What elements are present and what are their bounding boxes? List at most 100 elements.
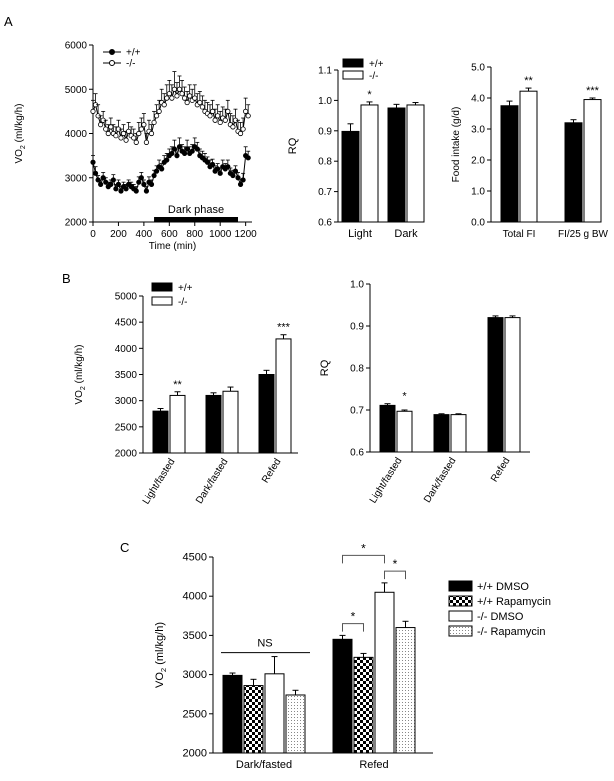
y-tick-label: 4000 <box>183 591 207 603</box>
y-tick-label: 0.7 <box>350 406 364 417</box>
data-point <box>123 137 129 143</box>
legend-ko-label: -/- <box>178 297 187 308</box>
x-tick-label: 600 <box>161 229 178 240</box>
bar <box>379 404 396 453</box>
bar <box>341 130 360 223</box>
bar <box>433 414 450 453</box>
y-tick-label: 5000 <box>115 292 138 303</box>
legend-label: +/+ DMSO <box>477 581 529 593</box>
data-point <box>240 126 246 132</box>
data-point <box>225 108 231 114</box>
x-tick-label: 200 <box>110 229 127 240</box>
data-point <box>90 159 96 165</box>
chart-vo2-timecourse: 2000 3000 4000 5000 6000 0 200 400 600 800 1000 120… <box>14 41 257 253</box>
data-point <box>118 135 124 141</box>
y-tick-label: 0.8 <box>350 364 364 375</box>
significance-label: *** <box>277 322 291 334</box>
legend-label: -/- <box>126 59 135 70</box>
legend-label: -/- Rapamycin <box>477 626 545 638</box>
data-point <box>174 153 180 159</box>
data-point <box>151 119 157 126</box>
legend-ko-swatch <box>151 296 173 306</box>
x-tick-label: FI/25 g BW <box>558 229 609 240</box>
data-point <box>245 113 251 119</box>
data-point <box>237 130 244 137</box>
x-tick-label: Light/fasted <box>141 457 178 507</box>
y-tick-label: 2000 <box>183 748 207 760</box>
bar <box>332 638 353 754</box>
x-tick-label: Refed <box>260 457 283 485</box>
chart-food-intake: 0.0 1.0 2.0 3.0 4.0 5.0 ** Total FI *** FI/25 g B… <box>451 63 609 241</box>
data-point <box>103 126 109 132</box>
chart-rq-light-dark: 0.6 0.7 0.8 0.9 1.0 1.1 * Light Dark RQ +/+-/- <box>287 58 425 240</box>
x-axis-label: Time (min) <box>149 241 196 252</box>
legend-swatch <box>448 580 473 592</box>
data-point <box>136 179 142 185</box>
data-point <box>108 124 114 130</box>
bar <box>387 107 406 223</box>
data-point <box>204 159 211 165</box>
data-point <box>184 146 190 152</box>
bar <box>504 317 521 453</box>
data-point <box>187 93 193 99</box>
y-tick-label: 3.0 <box>471 125 485 136</box>
x-tick-label: Total FI <box>503 229 536 240</box>
y-tick-label: 5000 <box>65 85 88 96</box>
bar <box>374 591 395 754</box>
y-tick-label: 2000 <box>65 218 88 229</box>
bar <box>222 390 239 454</box>
data-point <box>199 104 205 110</box>
data-point <box>123 186 129 192</box>
data-point <box>164 95 170 101</box>
bar <box>487 317 504 453</box>
data-point <box>113 186 119 192</box>
data-point <box>151 172 157 179</box>
legend-label: -/- DMSO <box>477 611 524 623</box>
panel-label-a: A <box>4 14 13 29</box>
data-point <box>184 99 190 106</box>
y-tick-label: 3500 <box>183 630 207 642</box>
data-point <box>215 113 221 119</box>
data-point <box>169 150 175 157</box>
sig-bracket-dmso-star: * <box>361 541 366 555</box>
data-point <box>176 86 183 92</box>
y-tick-label: 3000 <box>65 173 88 184</box>
data-point <box>118 188 124 194</box>
bar <box>500 105 519 223</box>
dark-phase-label: Dark phase <box>168 204 224 216</box>
data-point <box>92 170 99 176</box>
data-point <box>154 168 160 174</box>
data-point <box>179 91 185 97</box>
data-point <box>197 99 203 106</box>
data-point <box>108 181 114 187</box>
data-point <box>159 166 165 172</box>
y-axis-label: RQ <box>287 137 299 154</box>
y-axis-label: Food intake (g/d) <box>451 107 462 183</box>
legend-ko-label: -/- <box>369 71 378 82</box>
data-point <box>217 170 223 176</box>
bar <box>450 414 467 453</box>
sig-bracket-dmso <box>342 554 385 564</box>
bar <box>222 674 243 754</box>
data-point <box>148 181 155 187</box>
x-tick-label: 800 <box>186 229 203 240</box>
legend-wt-label: +/+ <box>369 59 384 70</box>
data-point <box>209 108 216 114</box>
legend-wt-label: +/+ <box>178 283 193 294</box>
y-tick-label: 1.0 <box>318 96 332 107</box>
y-tick-label: 4500 <box>183 552 207 564</box>
x-tick-label: Refed <box>359 759 388 771</box>
y-axis-label: RQ <box>319 359 331 376</box>
data-point <box>98 122 104 128</box>
y-axis-label: VO2 (ml/kg/h) <box>74 344 87 404</box>
y-tick-label: 0.0 <box>471 218 485 229</box>
data-point <box>136 130 142 137</box>
significance-label: ** <box>524 75 533 87</box>
y-tick-label: 2000 <box>115 449 138 460</box>
y-tick-label: 4000 <box>65 129 88 140</box>
data-point <box>207 113 213 119</box>
y-tick-label: 0.6 <box>350 448 364 459</box>
x-tick-label: Dark <box>394 228 418 240</box>
y-tick-label: 0.8 <box>318 157 332 168</box>
bar <box>152 410 169 454</box>
